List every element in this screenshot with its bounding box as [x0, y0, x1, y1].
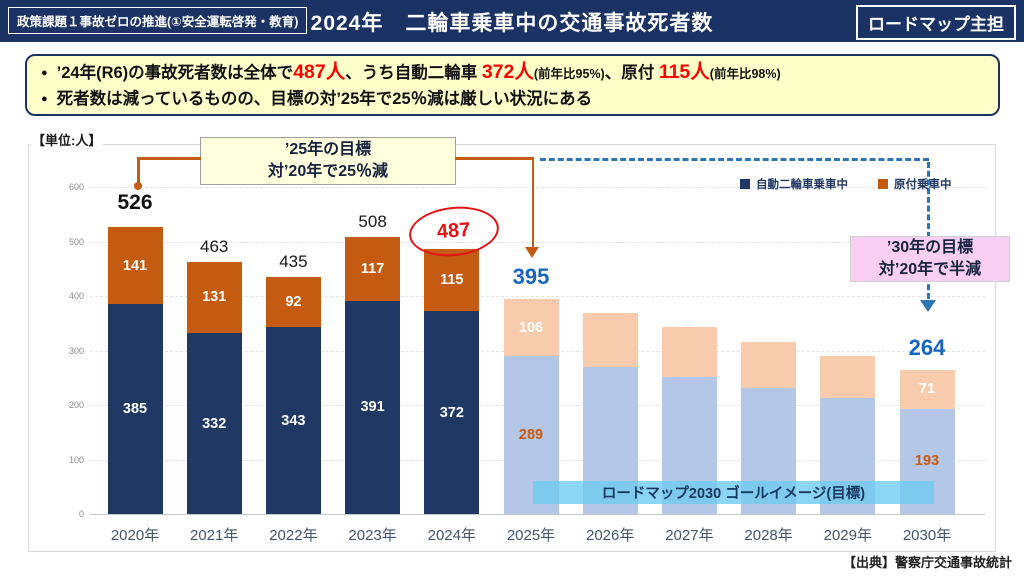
summary-text-segment: ’24年(R6)の事故死者数は全体で — [56, 64, 294, 82]
summary-text-segment: (前年比95%) — [533, 67, 605, 81]
connector-2025-line — [455, 157, 533, 160]
summary-text-segment: 、原付 — [604, 64, 659, 82]
goal-2025-line2: 対’20年で25％減 — [267, 163, 389, 180]
summary-box: ● ’24年(R6)の事故死者数は全体で487人、うち自動二輪車 372人(前年比… — [25, 54, 1000, 116]
bullet-icon: ● — [41, 93, 48, 106]
legend-swatch-icon — [878, 179, 888, 189]
policy-topic-tag: 政策課題１事故ゼロの推進(①安全運転啓発・教育) — [8, 7, 308, 34]
connector-2025-line — [137, 158, 140, 184]
goal-2025-callout: ’25年の目標 対’20年で25％減 — [200, 137, 456, 185]
connector-2025-line — [137, 157, 201, 160]
summary-text-segment: (前年比98%) — [709, 67, 781, 81]
summary-bullet-1: ● ’24年(R6)の事故死者数は全体で487人、うち自動二輪車 372人(前年比… — [41, 58, 984, 87]
dashed-line-2030 — [540, 158, 929, 161]
legend-label: 自動二輪車乗車中 — [756, 179, 848, 191]
page-title: 2024年 二輪車乗車中の交通事故死者数 — [310, 12, 714, 35]
source-note: 【出典】警察庁交通事故統計 — [842, 555, 1012, 570]
goal-2030-callout: ’30年の目標 対’20年で半減 — [850, 236, 1010, 282]
dashed-line-2030 — [926, 162, 930, 299]
summary-bullet-2-text: 死者数は減っているものの、目標の対’25年で25％減は厳しい状況にある — [56, 90, 593, 109]
bullet-icon: ● — [41, 67, 48, 79]
unit-label: 【単位:人】 — [30, 130, 104, 149]
summary-text-segment: 372人 — [481, 61, 534, 83]
legend-item: 原付乗車中 — [878, 176, 952, 192]
arrow-down-icon — [525, 247, 539, 258]
legend-label: 原付乗車中 — [894, 179, 952, 191]
summary-text-segment: 487人 — [293, 61, 346, 83]
goal-2030-line2: 対’20年で半減 — [878, 261, 982, 278]
goal-2030-line1: ’30年の目標 — [886, 239, 974, 257]
header-bar: 政策課題１事故ゼロの推進(①安全運転啓発・教育) 2024年 二輪車乗車中の交通… — [0, 0, 1024, 42]
goal-2025-line1: ’25年の目標 — [284, 141, 372, 159]
connector-2025-line — [531, 157, 534, 248]
arrow-down-icon — [920, 300, 936, 312]
legend: 自動二輪車乗車中 原付乗車中 — [740, 176, 952, 192]
summary-text-segment: 115人 — [658, 61, 710, 83]
summary-bullet-2: ● 死者数は減っているものの、目標の対’25年で25％減は厳しい状況にある — [41, 87, 984, 112]
roadmap-owner-tag: ロードマップ主担 — [856, 5, 1016, 40]
summary-bullet-1-text: ’24年(R6)の事故死者数は全体で487人、うち自動二輪車 372人(前年比9… — [56, 61, 781, 83]
legend-swatch-icon — [740, 179, 750, 189]
summary-text-segment: 、うち自動二輪車 — [345, 64, 482, 82]
connector-2025-dot — [134, 182, 142, 190]
legend-item: 自動二輪車乗車中 — [740, 176, 848, 192]
roadmap-goal-banner: ロードマップ2030 ゴールイメージ(目標) — [533, 481, 934, 504]
